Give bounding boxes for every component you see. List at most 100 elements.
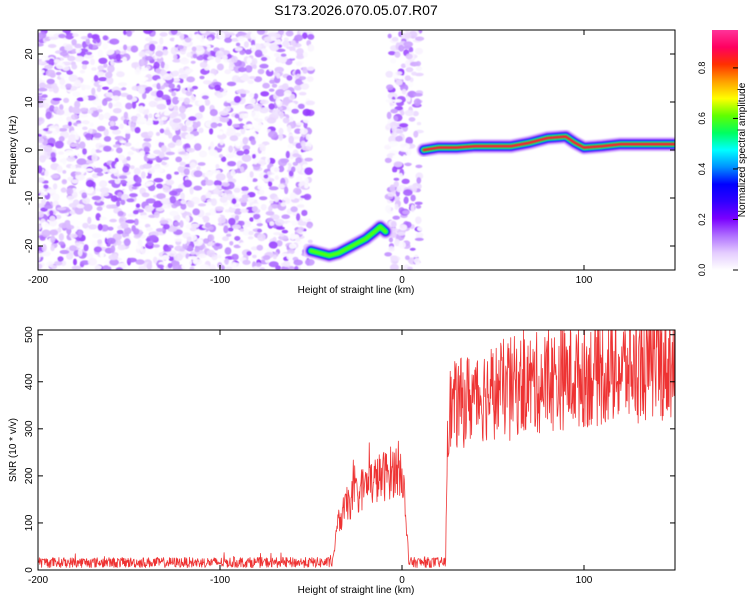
noise-blob — [141, 192, 150, 198]
noise-blob — [171, 91, 177, 97]
noise-blob — [137, 86, 146, 95]
noise-blob — [191, 85, 198, 90]
noise-blob — [295, 189, 302, 195]
noise-blob — [109, 120, 115, 127]
noise-blob — [145, 119, 154, 126]
noise-blob — [275, 98, 281, 105]
noise-blob — [295, 237, 301, 242]
noise-blob — [234, 113, 240, 119]
noise-blob — [73, 258, 77, 266]
noise-blob — [85, 168, 93, 172]
noise-blob — [243, 41, 249, 48]
noise-blob — [91, 240, 98, 247]
noise-blob — [244, 105, 254, 110]
noise-blob — [391, 125, 397, 133]
noise-blob — [111, 129, 122, 135]
noise-blob — [413, 93, 423, 97]
noise-blob — [194, 112, 203, 120]
noise-blob — [261, 224, 269, 233]
noise-blob — [116, 229, 124, 235]
noise-blob — [174, 171, 179, 175]
noise-blob — [150, 32, 156, 37]
noise-blob — [289, 192, 296, 200]
noise-blob — [76, 158, 87, 166]
noise-blob — [288, 266, 295, 270]
noise-blob — [185, 119, 194, 128]
snr-panel: -200 -100 0 100 0 100 200 300 400 500 Height of … — [8, 326, 676, 596]
noise-blob — [265, 144, 272, 150]
noise-blob — [244, 113, 249, 117]
noise-blob — [68, 202, 79, 208]
noise-blob — [292, 153, 301, 158]
noise-blob — [146, 226, 153, 232]
noise-blob — [396, 186, 402, 193]
noise-blob — [405, 67, 414, 73]
noise-blob — [147, 131, 154, 137]
noise-blob — [156, 90, 164, 98]
noise-blob — [185, 133, 195, 140]
noise-blob — [98, 57, 108, 64]
noise-blob — [296, 176, 303, 183]
noise-blob — [145, 198, 156, 204]
noise-blob — [148, 40, 158, 45]
noise-blob — [85, 51, 93, 56]
noise-blob — [296, 61, 303, 67]
noise-blob — [295, 142, 303, 149]
noise-blob — [238, 197, 249, 203]
noise-blob — [183, 168, 190, 176]
noise-blob — [43, 145, 53, 153]
noise-blob — [56, 109, 65, 116]
noise-blob — [51, 82, 58, 90]
noise-blob — [228, 217, 236, 226]
noise-blob — [215, 50, 224, 59]
noise-blob — [268, 65, 273, 72]
noise-blob — [58, 233, 64, 241]
noise-blob — [143, 137, 152, 142]
colorbar-label: Normalized spectral amplitude — [737, 82, 748, 217]
noise-blob — [156, 132, 160, 136]
noise-blob — [201, 95, 209, 100]
noise-blob — [200, 179, 207, 186]
noise-blob — [100, 192, 110, 197]
noise-blob — [54, 140, 64, 149]
noise-blob — [221, 156, 227, 162]
noise-blob — [393, 177, 400, 181]
noise-blob — [257, 228, 263, 233]
noise-blob — [251, 58, 258, 66]
noise-blob — [44, 169, 49, 177]
noise-blob — [38, 32, 43, 40]
noise-blob — [253, 103, 259, 112]
noise-blob — [91, 233, 102, 239]
noise-blob — [156, 103, 167, 110]
noise-blob — [392, 154, 402, 160]
noise-blob — [249, 225, 257, 229]
noise-blob — [185, 215, 190, 223]
noise-blob — [416, 121, 422, 126]
noise-blob — [274, 218, 285, 226]
noise-blob — [175, 139, 182, 146]
noise-blob — [172, 264, 182, 270]
noise-blob — [50, 235, 56, 244]
noise-blob — [410, 194, 416, 202]
noise-blob — [288, 243, 297, 249]
noise-blob — [304, 204, 311, 208]
noise-blob — [171, 88, 180, 92]
noise-blob — [401, 178, 410, 184]
noise-blob — [209, 264, 216, 270]
noise-blob — [216, 131, 224, 136]
noise-blob — [128, 180, 136, 185]
noise-blob — [109, 168, 118, 173]
noise-blob — [205, 73, 216, 80]
noise-blob — [388, 141, 398, 147]
noise-blob — [250, 139, 256, 146]
noise-blob — [146, 175, 152, 179]
noise-blob — [97, 223, 103, 231]
noise-blob — [102, 35, 109, 41]
noise-blob — [199, 30, 207, 34]
noise-blob — [161, 116, 168, 121]
noise-blob — [304, 177, 309, 185]
noise-blob — [249, 171, 254, 178]
noise-blob — [193, 170, 203, 178]
noise-blob — [87, 257, 97, 266]
